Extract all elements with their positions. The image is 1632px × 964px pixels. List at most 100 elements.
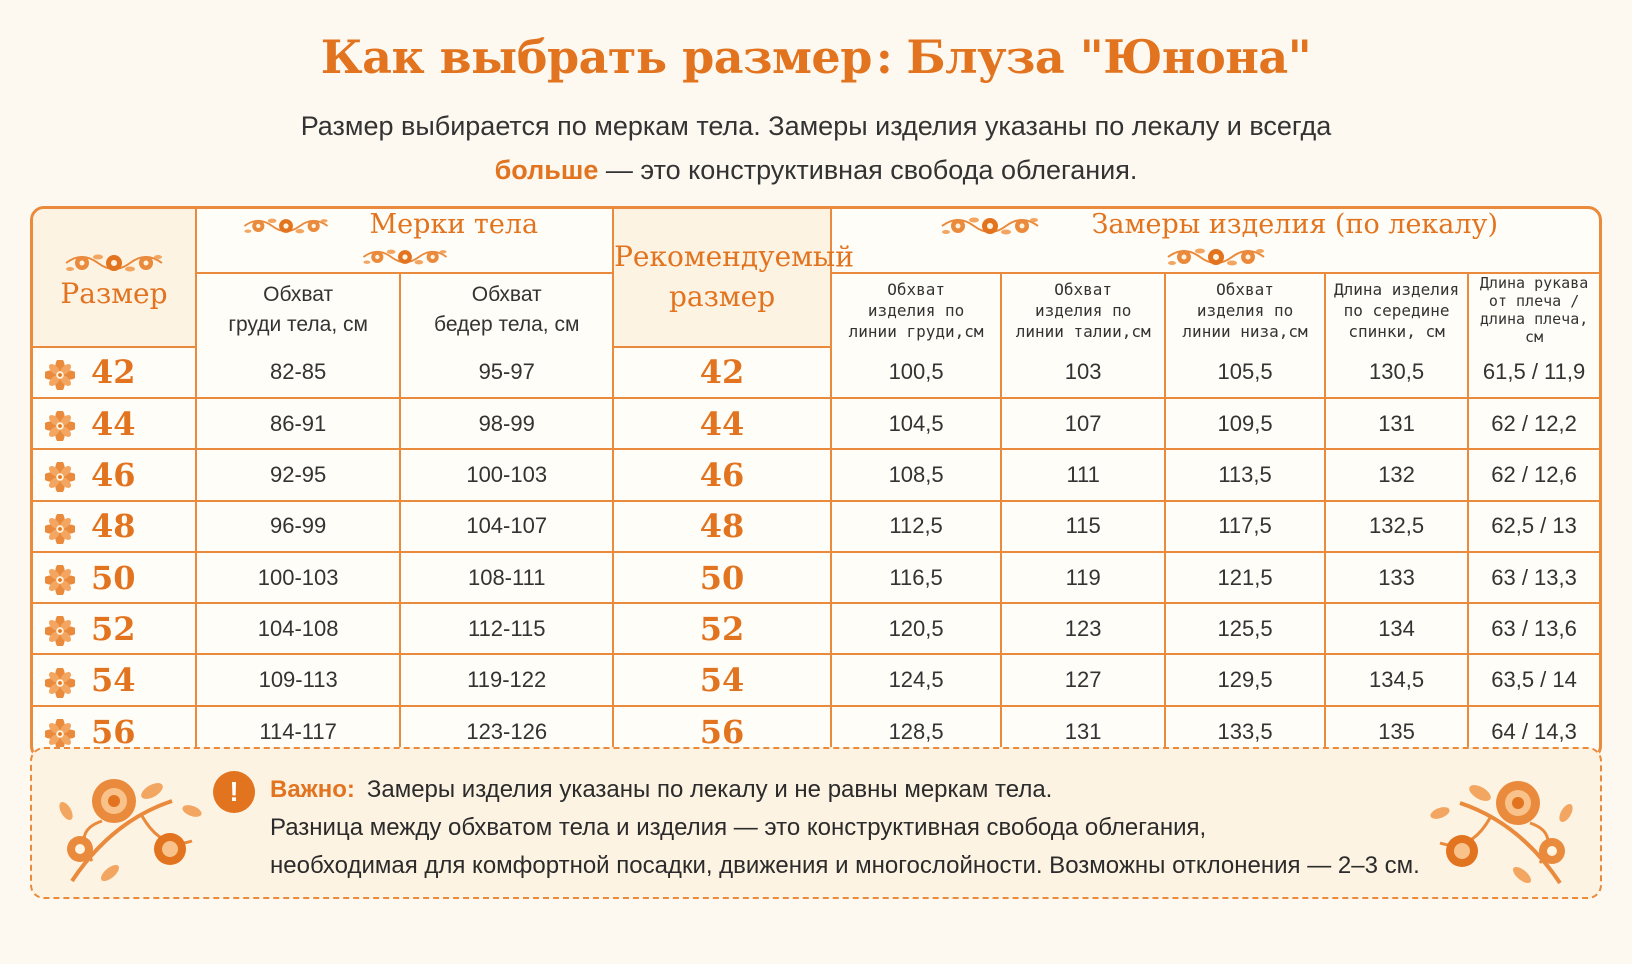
header-waist-garment-line1: Обхват: [1054, 279, 1113, 299]
cell-sleeve: 62,5 / 13: [1467, 499, 1599, 553]
cell-size: 50: [33, 550, 197, 605]
header-chest-garment-line2: изделия по: [867, 300, 965, 320]
subtitle-line-1: Размер выбирается по меркам тела. Замеры…: [300, 111, 1332, 141]
size-table-frame: Размер Мерки тела Рекомендуемый размер З…: [30, 206, 1602, 760]
subtitle-line-2: больше — это конструктивная свобода обле…: [0, 148, 1632, 192]
table-row: 44 86-91 98-99 44 104,5 107 109,5 131 62 / 12,2: [33, 397, 1599, 451]
flower-bullet-icon: [43, 665, 77, 700]
note-line-1: Важно: Замеры изделия указаны по лекалу и…: [270, 771, 1450, 809]
header-recommended-line2: размер: [668, 280, 776, 314]
header-recommended: Рекомендуемый размер: [612, 209, 854, 348]
header-recommended-line1: Рекомендуемый: [614, 240, 854, 274]
exclamation-icon: !: [213, 771, 255, 813]
cell-waist-garment: 119: [1000, 550, 1167, 605]
size-value: 50: [91, 558, 136, 597]
size-value: 54: [91, 661, 136, 700]
cell-chest-body: 109-113: [194, 653, 402, 707]
size-value: 48: [91, 507, 136, 546]
cell-hem-garment: 113,5: [1164, 448, 1326, 502]
header-hips-body-line1: Обхват: [471, 283, 542, 307]
cell-length: 132,5: [1323, 499, 1470, 553]
cell-sleeve: 63 / 13,6: [1467, 602, 1599, 656]
cell-recommended: 46: [612, 448, 832, 502]
cell-recommended: 48: [612, 499, 832, 553]
table-row: 46 92-95 100-103 46 108,5 111 113,5 132 62 / 12,…: [33, 448, 1599, 502]
cell-chest-body: 96-99: [194, 499, 402, 553]
note-label: Важно:: [270, 776, 355, 803]
header-sleeve-line1: Длина рукава: [1479, 274, 1589, 293]
size-value: 52: [91, 609, 136, 648]
header-chest-garment-line3: линии груди,см: [848, 321, 984, 341]
table-row: 48 96-99 104-107 48 112,5 115 117,5 132,5 62,5 /…: [33, 499, 1599, 553]
header-sleeve-line2: от плеча /: [1488, 292, 1580, 311]
table-row: 50 100-103 108-111 50 116,5 119 121,5 133 63 / 1…: [33, 550, 1599, 605]
cell-hips-body: 112-115: [399, 602, 615, 656]
size-value: 42: [91, 353, 136, 392]
cell-chest-garment: 120,5: [829, 602, 1003, 656]
header-hem-garment-line1: Обхват: [1216, 279, 1274, 299]
subtitle-bold-word: больше: [494, 155, 599, 185]
cell-length: 132: [1323, 448, 1470, 502]
header-body-label: Мерки тела: [369, 209, 539, 241]
flower-bullet-icon: [43, 614, 77, 649]
cell-chest-garment: 124,5: [829, 653, 1003, 707]
cell-hips-body: 119-122: [399, 653, 615, 707]
cell-chest-body: 86-91: [194, 397, 402, 451]
ornament-garland-icon: [243, 217, 329, 235]
cell-length: 134: [1323, 602, 1470, 656]
header-chest-garment: Обхват изделия по линии груди,см: [829, 271, 1003, 347]
note-text: Важно: Замеры изделия указаны по лекалу и…: [270, 771, 1450, 885]
size-value: 44: [91, 404, 136, 443]
header-size-label: Размер: [60, 277, 168, 311]
cell-hips-body: 100-103: [399, 448, 615, 502]
cell-size: 48: [33, 499, 197, 553]
header-sleeve-line4: см: [1525, 328, 1544, 347]
cell-chest-body: 82-85: [194, 346, 402, 400]
cell-hips-body: 98-99: [399, 397, 615, 451]
cell-hem-garment: 117,5: [1164, 499, 1326, 553]
table-row: 52 104-108 112-115 52 120,5 123 125,5 134 63 / 1…: [33, 602, 1599, 656]
cell-hem-garment: 121,5: [1164, 550, 1326, 605]
cell-chest-garment: 104,5: [829, 397, 1003, 451]
cell-length: 134,5: [1323, 653, 1470, 707]
flower-ornament-icon: [1426, 779, 1578, 888]
ornament-garland-icon: [1166, 247, 1265, 267]
header-body-group: Мерки тела: [194, 209, 615, 274]
cell-chest-garment: 116,5: [829, 550, 1003, 605]
cell-length: 133: [1323, 550, 1470, 605]
subtitle-rest: — это конструктивная свобода облегания.: [598, 155, 1138, 185]
header-hem-garment-line3: линии низа,см: [1182, 321, 1308, 341]
cell-size: 42: [33, 346, 197, 400]
header-length-line3: спинки, см: [1348, 321, 1445, 341]
cell-hem-garment: 125,5: [1164, 602, 1326, 656]
header-hem-garment-line2: изделия по: [1196, 300, 1294, 320]
cell-recommended: 50: [612, 550, 832, 605]
header-length: Длина изделия по середине спинки, см: [1323, 271, 1470, 347]
cell-recommended: 42: [612, 346, 832, 400]
header-sleeve-line3: длина плеча,: [1479, 310, 1589, 329]
flower-bullet-icon: [43, 511, 77, 546]
cell-waist-garment: 107: [1000, 397, 1167, 451]
flower-bullet-icon: [43, 358, 77, 392]
header-chest-garment-line1: Обхват: [887, 279, 945, 299]
header-sleeve: Длина рукава от плеча / длина плеча, см: [1467, 271, 1599, 347]
cell-sleeve: 62 / 12,2: [1467, 397, 1599, 451]
cell-size: 44: [33, 397, 197, 451]
header-hem-garment: Обхват изделия по линии низа,см: [1164, 271, 1326, 347]
cell-waist-garment: 127: [1000, 653, 1167, 707]
cell-hips-body: 95-97: [399, 346, 615, 400]
ornament-garland-icon: [941, 216, 1039, 236]
table-row: 42 82-85 95-97 42 100,5 103 105,5 130,5 61,5 / 1…: [33, 346, 1599, 400]
flower-bullet-icon: [43, 409, 77, 444]
cell-waist-garment: 123: [1000, 602, 1167, 656]
cell-chest-garment: 112,5: [829, 499, 1003, 553]
flower-bullet-icon: [43, 460, 77, 495]
important-note: ! Важно: Замеры изделия указаны по лекалу…: [30, 747, 1602, 899]
page-title: Как выбрать размер: Блуза "Юнона": [0, 30, 1632, 84]
cell-waist-garment: 103: [1000, 346, 1167, 400]
page-subtitle: Размер выбирается по меркам тела. Замеры…: [0, 104, 1632, 192]
cell-hem-garment: 129,5: [1164, 653, 1326, 707]
header-hips-body-line2: бедер тела, см: [434, 313, 580, 337]
cell-recommended: 54: [612, 653, 832, 707]
header-garment-group: Замеры изделия (по лекалу): [830, 209, 1599, 274]
